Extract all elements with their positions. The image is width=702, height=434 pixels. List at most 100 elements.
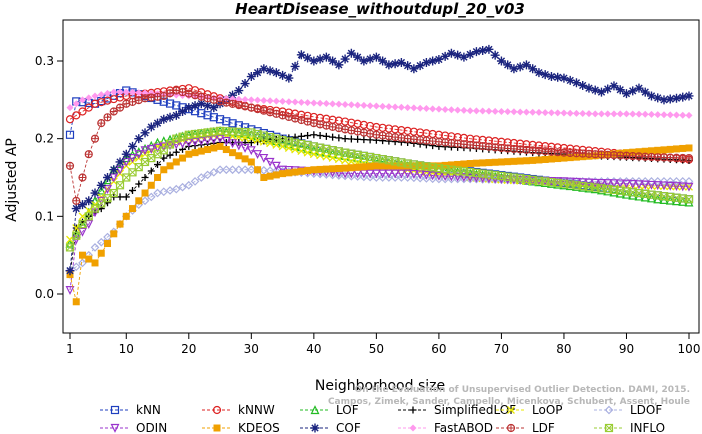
- data-point-inflo: [203, 128, 212, 137]
- legend-label: LDOF: [630, 403, 662, 417]
- data-point-cof: [565, 75, 575, 85]
- data-point-ldof: [359, 172, 369, 182]
- data-point-odin: [634, 180, 644, 190]
- data-point-inflo: [547, 178, 556, 187]
- data-point-fastabod: [404, 104, 412, 112]
- data-point-simplifiedlof: [322, 132, 330, 140]
- data-point-ldf: [185, 90, 193, 98]
- data-point-odin: [471, 173, 481, 183]
- data-point-inflo: [97, 199, 106, 208]
- data-point-cof: [65, 266, 75, 276]
- data-point-inflo: [178, 132, 187, 141]
- data-point-inflo: [197, 129, 206, 138]
- y-axis: 0.0 0.1 0.2 0.3: [35, 54, 63, 301]
- data-point-inflo: [522, 174, 531, 184]
- data-point-inflo: [466, 167, 475, 177]
- legend-marker-inflo: [605, 424, 613, 432]
- data-point-knnw: [378, 123, 387, 132]
- data-point-simplifiedlof: [166, 151, 174, 159]
- data-point-fastabod: [266, 97, 274, 105]
- data-point-kdeos: [535, 156, 543, 164]
- data-point-ldof: [246, 165, 256, 175]
- data-point-inflo: [685, 195, 693, 204]
- data-point-cof: [140, 128, 150, 138]
- data-point-fastabod: [129, 88, 137, 96]
- data-point-kdeos: [347, 164, 355, 172]
- series-layer: [65, 44, 694, 306]
- data-point-cof: [346, 48, 356, 58]
- legend-marker-ldof: [604, 405, 614, 415]
- data-point-odin: [434, 171, 444, 181]
- x-tick-label: 100: [678, 342, 701, 356]
- data-point-inflo: [472, 168, 481, 177]
- data-point-cof: [103, 173, 113, 182]
- legend-item-odin: ODIN: [100, 421, 167, 434]
- legend-marker-fastabod: [409, 424, 417, 432]
- data-point-lof: [359, 153, 369, 163]
- data-point-simplifiedlof: [154, 161, 162, 169]
- data-point-ldf: [297, 116, 305, 124]
- data-point-cof: [315, 54, 325, 64]
- data-point-cof: [296, 50, 306, 60]
- legend-marker-loop: [507, 406, 515, 414]
- data-point-simplifiedlof: [135, 180, 143, 188]
- data-point-inflo: [190, 129, 200, 139]
- x-tick-label: 70: [494, 342, 509, 356]
- data-point-fastabod: [347, 101, 355, 109]
- data-point-odin: [615, 179, 625, 189]
- data-point-loop: [334, 155, 343, 164]
- data-point-fastabod: [116, 88, 124, 96]
- data-point-ldof: [640, 177, 650, 186]
- data-point-kdeos: [129, 205, 137, 213]
- plot-frame: [62, 19, 700, 334]
- data-point-cof: [521, 60, 531, 70]
- data-point-kdeos: [116, 220, 124, 228]
- data-point-inflo: [65, 243, 75, 252]
- data-point-odin: [184, 138, 194, 148]
- data-point-odin: [465, 173, 475, 183]
- data-point-fastabod: [391, 103, 399, 111]
- data-point-ldf: [329, 123, 337, 131]
- data-point-simplifiedlof: [172, 148, 180, 156]
- data-point-inflo: [72, 231, 81, 240]
- data-point-odin: [653, 181, 663, 191]
- data-point-simplifiedlof: [335, 134, 343, 142]
- data-point-inflo: [497, 171, 506, 181]
- data-point-inflo: [272, 134, 281, 143]
- data-point-cof: [328, 56, 338, 66]
- data-point-knn: [203, 111, 212, 120]
- data-point-cof: [571, 78, 581, 88]
- data-point-cof: [409, 64, 419, 74]
- data-point-cof: [109, 165, 119, 175]
- data-point-inflo: [453, 166, 462, 175]
- data-point-ldof: [328, 170, 337, 180]
- data-point-ldf: [166, 89, 174, 97]
- data-point-cof: [534, 68, 544, 78]
- data-point-cof: [484, 44, 494, 54]
- data-point-odin: [403, 169, 413, 179]
- data-point-inflo: [222, 127, 231, 136]
- data-point-ldof: [196, 173, 206, 182]
- data-point-kdeos: [79, 251, 87, 259]
- data-point-cof: [515, 62, 525, 72]
- data-point-inflo: [559, 179, 569, 188]
- data-point-odin: [265, 157, 275, 167]
- data-point-kdeos: [566, 154, 574, 162]
- data-point-cof: [278, 70, 288, 80]
- data-point-fastabod: [147, 89, 155, 97]
- data-point-odin: [603, 179, 613, 189]
- data-point-odin: [390, 169, 400, 179]
- data-point-knn: [228, 119, 237, 128]
- data-point-knn: [65, 130, 75, 139]
- data-point-cof: [478, 46, 488, 56]
- data-point-ldof: [259, 166, 269, 175]
- data-point-cof: [434, 54, 444, 64]
- x-tick-label: 90: [619, 342, 634, 356]
- legend-marker-knnw: [212, 405, 222, 415]
- data-point-cof: [503, 60, 513, 70]
- data-point-inflo: [78, 220, 87, 229]
- data-point-kdeos: [372, 162, 380, 170]
- data-point-inflo: [159, 146, 168, 155]
- data-point-fastabod: [597, 110, 605, 118]
- data-point-cof: [134, 134, 144, 144]
